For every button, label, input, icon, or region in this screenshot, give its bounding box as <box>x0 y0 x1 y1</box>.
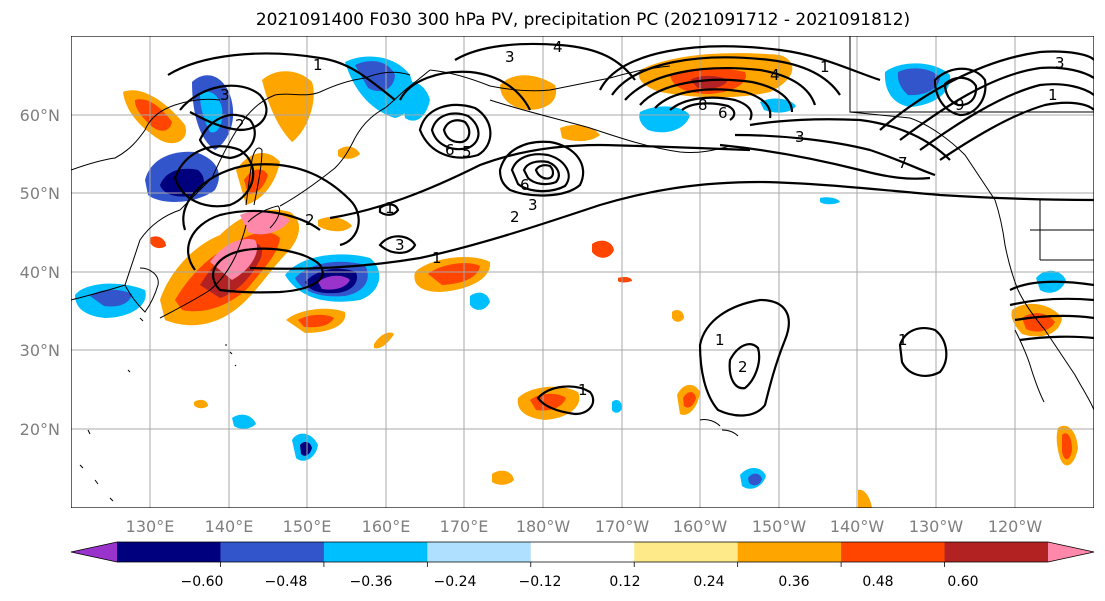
latitude-labels: 60°N 50°N 40°N 30°N 20°N <box>20 106 60 439</box>
svg-text:1: 1 <box>385 199 395 217</box>
colorbar-extend-low <box>71 542 117 562</box>
svg-text:6: 6 <box>520 176 530 194</box>
svg-text:1: 1 <box>898 331 908 349</box>
colorbar-tick-label: 0.12 <box>609 574 640 590</box>
svg-text:2: 2 <box>738 358 748 376</box>
svg-text:1: 1 <box>432 249 442 267</box>
svg-text:130°E: 130°E <box>126 517 175 536</box>
svg-text:3: 3 <box>505 48 515 66</box>
map-title: 2021091400 F030 300 hPa PV, precipitatio… <box>256 10 910 30</box>
svg-text:6: 6 <box>718 104 728 122</box>
colorbar-tick-label: −0.12 <box>519 574 562 590</box>
svg-text:1: 1 <box>313 56 323 74</box>
svg-text:3: 3 <box>528 196 538 214</box>
svg-text:40°N: 40°N <box>20 263 60 282</box>
svg-text:1: 1 <box>715 331 725 349</box>
svg-text:3: 3 <box>1055 54 1065 72</box>
svg-text:4: 4 <box>553 38 563 56</box>
svg-text:140°W: 140°W <box>830 517 885 536</box>
svg-text:150°E: 150°E <box>283 517 332 536</box>
map-panel: 1 3 4 1 3 1 2 3 6 6 5 8 6 4 1 3 7 9 3 1 … <box>71 36 1094 508</box>
colorbar-cell <box>530 542 635 562</box>
colorbar-cell <box>117 542 221 562</box>
contour-labels: 1 3 4 1 3 1 2 3 6 6 5 8 6 4 1 3 7 9 3 1 … <box>220 38 1065 399</box>
svg-text:120°W: 120°W <box>988 517 1043 536</box>
colorbar-outline <box>70 541 1095 563</box>
svg-text:6: 6 <box>445 141 455 159</box>
colorbar-tick-label: 0.24 <box>693 574 724 590</box>
svg-text:7: 7 <box>898 154 908 172</box>
colorbar-cell <box>737 542 842 562</box>
svg-text:20°N: 20°N <box>20 420 60 439</box>
colorbar-ticks <box>220 562 945 567</box>
colorbar-cell <box>944 542 1049 562</box>
svg-text:1: 1 <box>820 58 830 76</box>
colorbar-tick-label: 0.36 <box>778 574 809 590</box>
colorbar-cell <box>220 542 325 562</box>
colorbar-cells <box>70 541 1095 563</box>
colorbar-cell <box>634 542 739 562</box>
svg-text:9: 9 <box>955 96 965 114</box>
colorbar-tick-label: −0.36 <box>350 574 393 590</box>
colorbar-tick-labels: −0.60 −0.48 −0.36 −0.24 −0.12 0.12 0.24 … <box>181 574 979 590</box>
svg-text:2: 2 <box>235 116 245 134</box>
longitude-labels: 130°E 140°E 150°E 160°E 170°E 180°W 170°… <box>126 517 1043 536</box>
svg-text:60°N: 60°N <box>20 106 60 125</box>
svg-text:50°N: 50°N <box>20 184 60 203</box>
svg-text:170°E: 170°E <box>440 517 489 536</box>
colorbar-cell <box>427 542 532 562</box>
colorbar-tick-label: −0.60 <box>181 574 224 590</box>
colorbar-tick-label: 0.48 <box>862 574 893 590</box>
svg-text:8: 8 <box>698 96 708 114</box>
svg-text:4: 4 <box>770 66 780 84</box>
svg-text:130°W: 130°W <box>909 517 964 536</box>
svg-text:140°E: 140°E <box>205 517 254 536</box>
svg-text:180°W: 180°W <box>516 517 571 536</box>
svg-text:170°W: 170°W <box>595 517 650 536</box>
colorbar-cell <box>841 542 946 562</box>
svg-text:1: 1 <box>578 381 588 399</box>
svg-text:3: 3 <box>795 128 805 146</box>
colorbar-extend-high <box>1048 542 1094 562</box>
colorbar-tick-label: −0.48 <box>265 574 308 590</box>
svg-text:3: 3 <box>395 236 405 254</box>
svg-text:1: 1 <box>1048 86 1058 104</box>
svg-text:150°W: 150°W <box>752 517 807 536</box>
colorbar-cell <box>323 542 428 562</box>
svg-text:2: 2 <box>510 208 520 226</box>
colorbar-tick-label: −0.24 <box>434 574 477 590</box>
svg-text:30°N: 30°N <box>20 341 60 360</box>
colorbar-tick-label: 0.60 <box>947 574 978 590</box>
svg-text:5: 5 <box>462 143 472 161</box>
svg-text:160°W: 160°W <box>673 517 728 536</box>
svg-text:3: 3 <box>220 86 230 104</box>
svg-text:160°E: 160°E <box>362 517 411 536</box>
svg-text:2: 2 <box>305 211 315 229</box>
colorbar: −0.60 −0.48 −0.36 −0.24 −0.12 0.12 0.24 … <box>70 541 1095 590</box>
pv-contours <box>167 42 1094 417</box>
